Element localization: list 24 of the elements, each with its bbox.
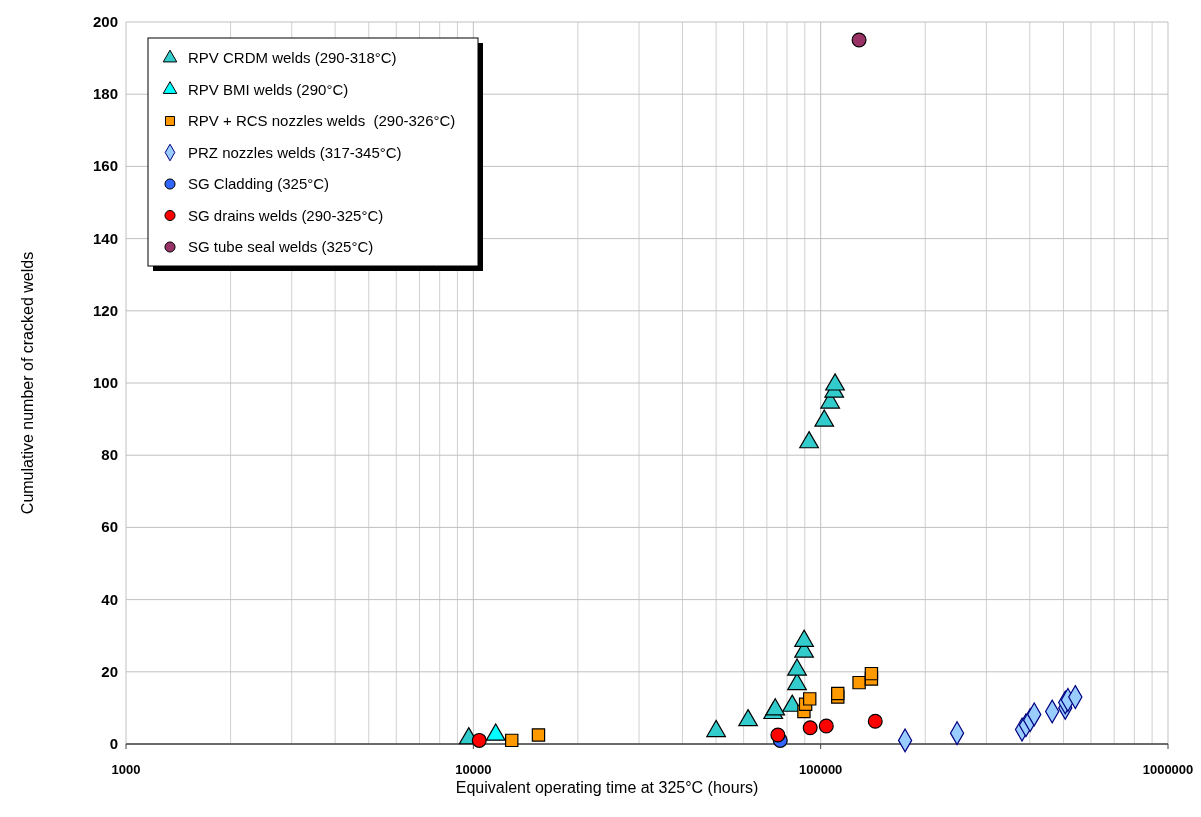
legend-label: SG Cladding (325°C) — [188, 175, 330, 192]
y-tick-label: 40 — [101, 590, 118, 608]
y-tick-label: 60 — [101, 518, 118, 536]
legend-label: RPV CRDM welds (290-318°C) — [188, 49, 397, 66]
legend-label: RPV BMI welds (290°C) — [188, 80, 349, 98]
x-tick-label: 1000000 — [1142, 762, 1194, 777]
legend-label: PRZ nozzles welds (317-345°C) — [188, 143, 402, 161]
y-tick-label: 140 — [92, 229, 118, 247]
y-tick-label: 200 — [92, 13, 118, 30]
y-tick-label: 160 — [92, 157, 118, 175]
y-tick-label: 80 — [101, 446, 118, 464]
legend-label: SG tube seal welds (325°C) — [188, 238, 374, 255]
x-axis-title: Equivalent operating time at 325°C (hours) — [455, 779, 759, 796]
x-tick-label: 1000 — [111, 762, 141, 777]
x-tick-label: 10000 — [455, 762, 492, 777]
x-tick-label: 100000 — [798, 762, 843, 777]
y-axis-title: Cumulative number of cracked welds — [19, 251, 36, 515]
y-tick-label: 20 — [101, 662, 118, 680]
legend-label: RPV + RCS nozzles welds (290-326°C) — [188, 112, 456, 129]
y-tick-label: 100 — [92, 374, 118, 391]
legend-label: SG drains welds (290-325°C) — [188, 206, 384, 224]
y-tick-label: 180 — [92, 85, 118, 103]
y-tick-label: 120 — [92, 301, 118, 319]
y-tick-label: 0 — [109, 735, 118, 752]
